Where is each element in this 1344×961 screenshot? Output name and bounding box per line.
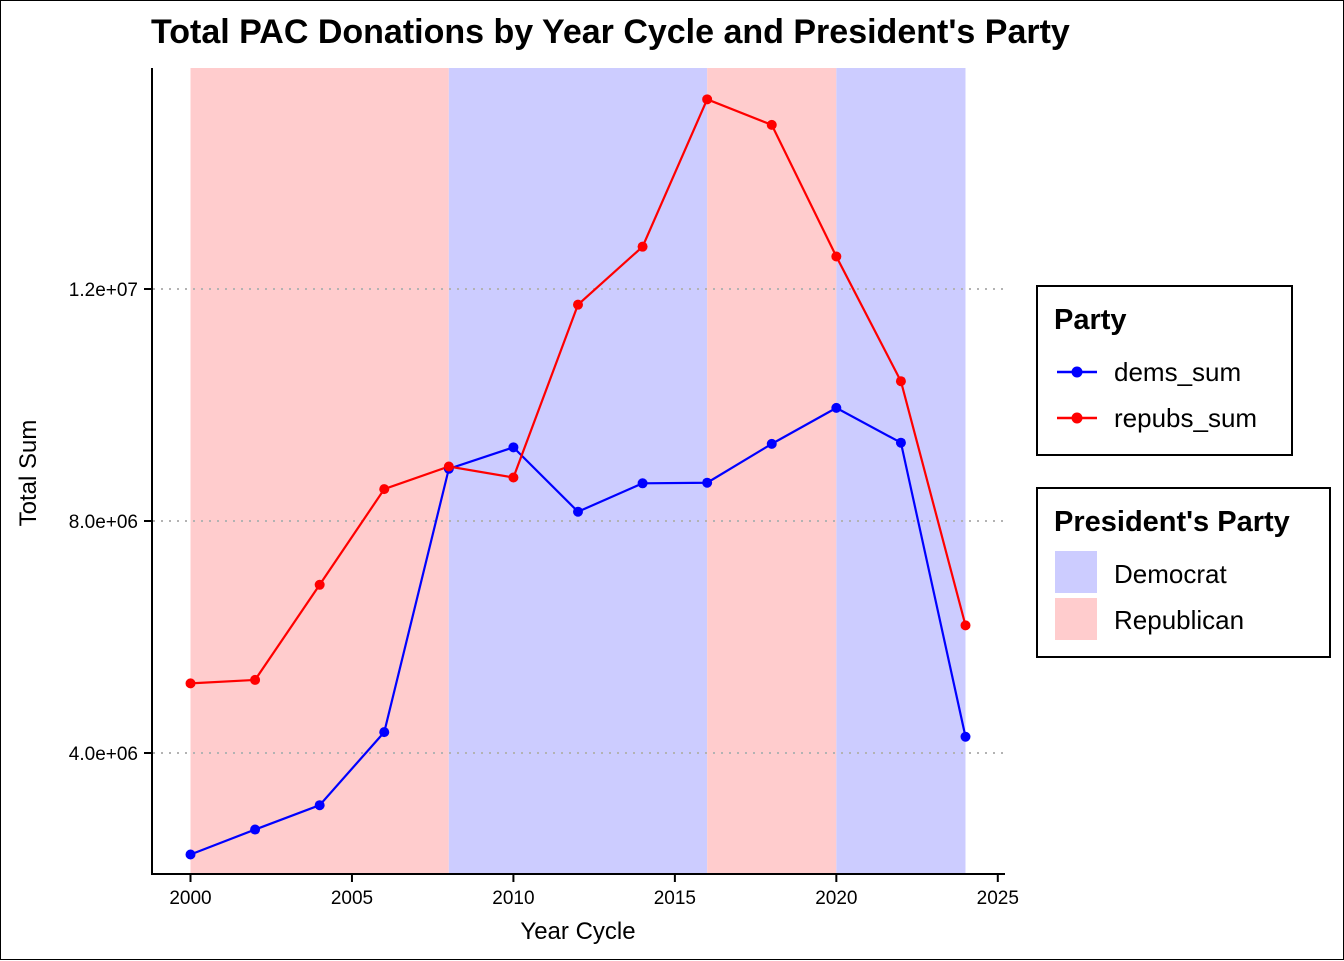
point-dems_sum-2014 xyxy=(637,478,648,489)
band-democrat-3 xyxy=(836,68,966,873)
point-repubs_sum-2024 xyxy=(960,620,971,631)
point-dems_sum-2004 xyxy=(314,800,325,811)
x-tick-label-2000: 2000 xyxy=(169,888,211,909)
point-dems_sum-2012 xyxy=(573,506,583,517)
x-tick-label-2005: 2005 xyxy=(331,888,373,909)
legend-party: Party dems_sum repubs_sum xyxy=(1036,285,1293,456)
x-axis-label: Year Cycle xyxy=(520,918,635,945)
y-tick-label-4.0e+06: 4.0e+06 xyxy=(69,744,138,765)
y-axis-label: Total Sum xyxy=(15,420,42,527)
point-repubs_sum-2020 xyxy=(831,251,842,262)
point-repubs_sum-2002 xyxy=(250,674,261,685)
point-dems_sum-2018 xyxy=(766,438,777,449)
y-tick-label-1.2e+07: 1.2e+07 xyxy=(69,280,138,301)
point-repubs_sum-2016 xyxy=(702,94,713,105)
legend-repubs-label: repubs_sum xyxy=(1114,403,1257,433)
band-republican-0 xyxy=(190,68,449,873)
point-dems_sum-2002 xyxy=(250,824,261,835)
y-tick-label-8.0e+06: 8.0e+06 xyxy=(69,512,138,533)
x-ticks: 2000 2005 2010 2015 2020 2025 xyxy=(169,874,1019,909)
legend-democrat-swatch xyxy=(1055,551,1097,593)
point-repubs_sum-2004 xyxy=(314,579,325,590)
point-repubs_sum-2008 xyxy=(443,461,454,472)
grid-lines xyxy=(153,288,1003,754)
legend-repubs-point xyxy=(1071,412,1083,424)
legend-president-title: President's Party xyxy=(1054,506,1290,538)
president-bands xyxy=(190,68,966,873)
x-tick-label-2020: 2020 xyxy=(815,888,857,909)
point-dems_sum-2020 xyxy=(831,402,842,413)
legend-party-title: Party xyxy=(1054,304,1127,336)
point-repubs_sum-2010 xyxy=(508,472,519,483)
point-dems_sum-2024 xyxy=(960,731,971,742)
legend-democrat-label: Democrat xyxy=(1114,559,1227,589)
x-tick-label-2025: 2025 xyxy=(977,888,1019,909)
legend-dems-point xyxy=(1071,366,1083,378)
series-points xyxy=(185,94,971,860)
point-repubs_sum-2022 xyxy=(895,376,906,387)
legend-presidents-party: President's Party Democrat Republican xyxy=(1036,487,1331,658)
point-repubs_sum-2006 xyxy=(379,484,390,495)
axes xyxy=(151,68,1005,875)
point-repubs_sum-2000 xyxy=(185,678,196,689)
legend-republican-label: Republican xyxy=(1114,605,1244,635)
chart-title: Total PAC Donations by Year Cycle and Pr… xyxy=(151,13,1070,51)
point-dems_sum-2000 xyxy=(185,849,196,860)
legend-republican-swatch xyxy=(1055,598,1097,640)
point-dems_sum-2010 xyxy=(508,442,519,453)
point-repubs_sum-2018 xyxy=(766,119,777,130)
y-ticks: 4.0e+06 8.0e+06 1.2e+07 xyxy=(69,280,152,765)
x-tick-label-2010: 2010 xyxy=(492,888,534,909)
point-dems_sum-2022 xyxy=(895,437,906,448)
point-repubs_sum-2014 xyxy=(637,241,648,252)
point-dems_sum-2006 xyxy=(379,727,390,738)
point-repubs_sum-2012 xyxy=(573,299,583,310)
x-tick-label-2015: 2015 xyxy=(654,888,696,909)
legend-dems-label: dems_sum xyxy=(1114,357,1241,387)
point-dems_sum-2016 xyxy=(702,477,713,488)
band-democrat-1 xyxy=(448,68,708,873)
